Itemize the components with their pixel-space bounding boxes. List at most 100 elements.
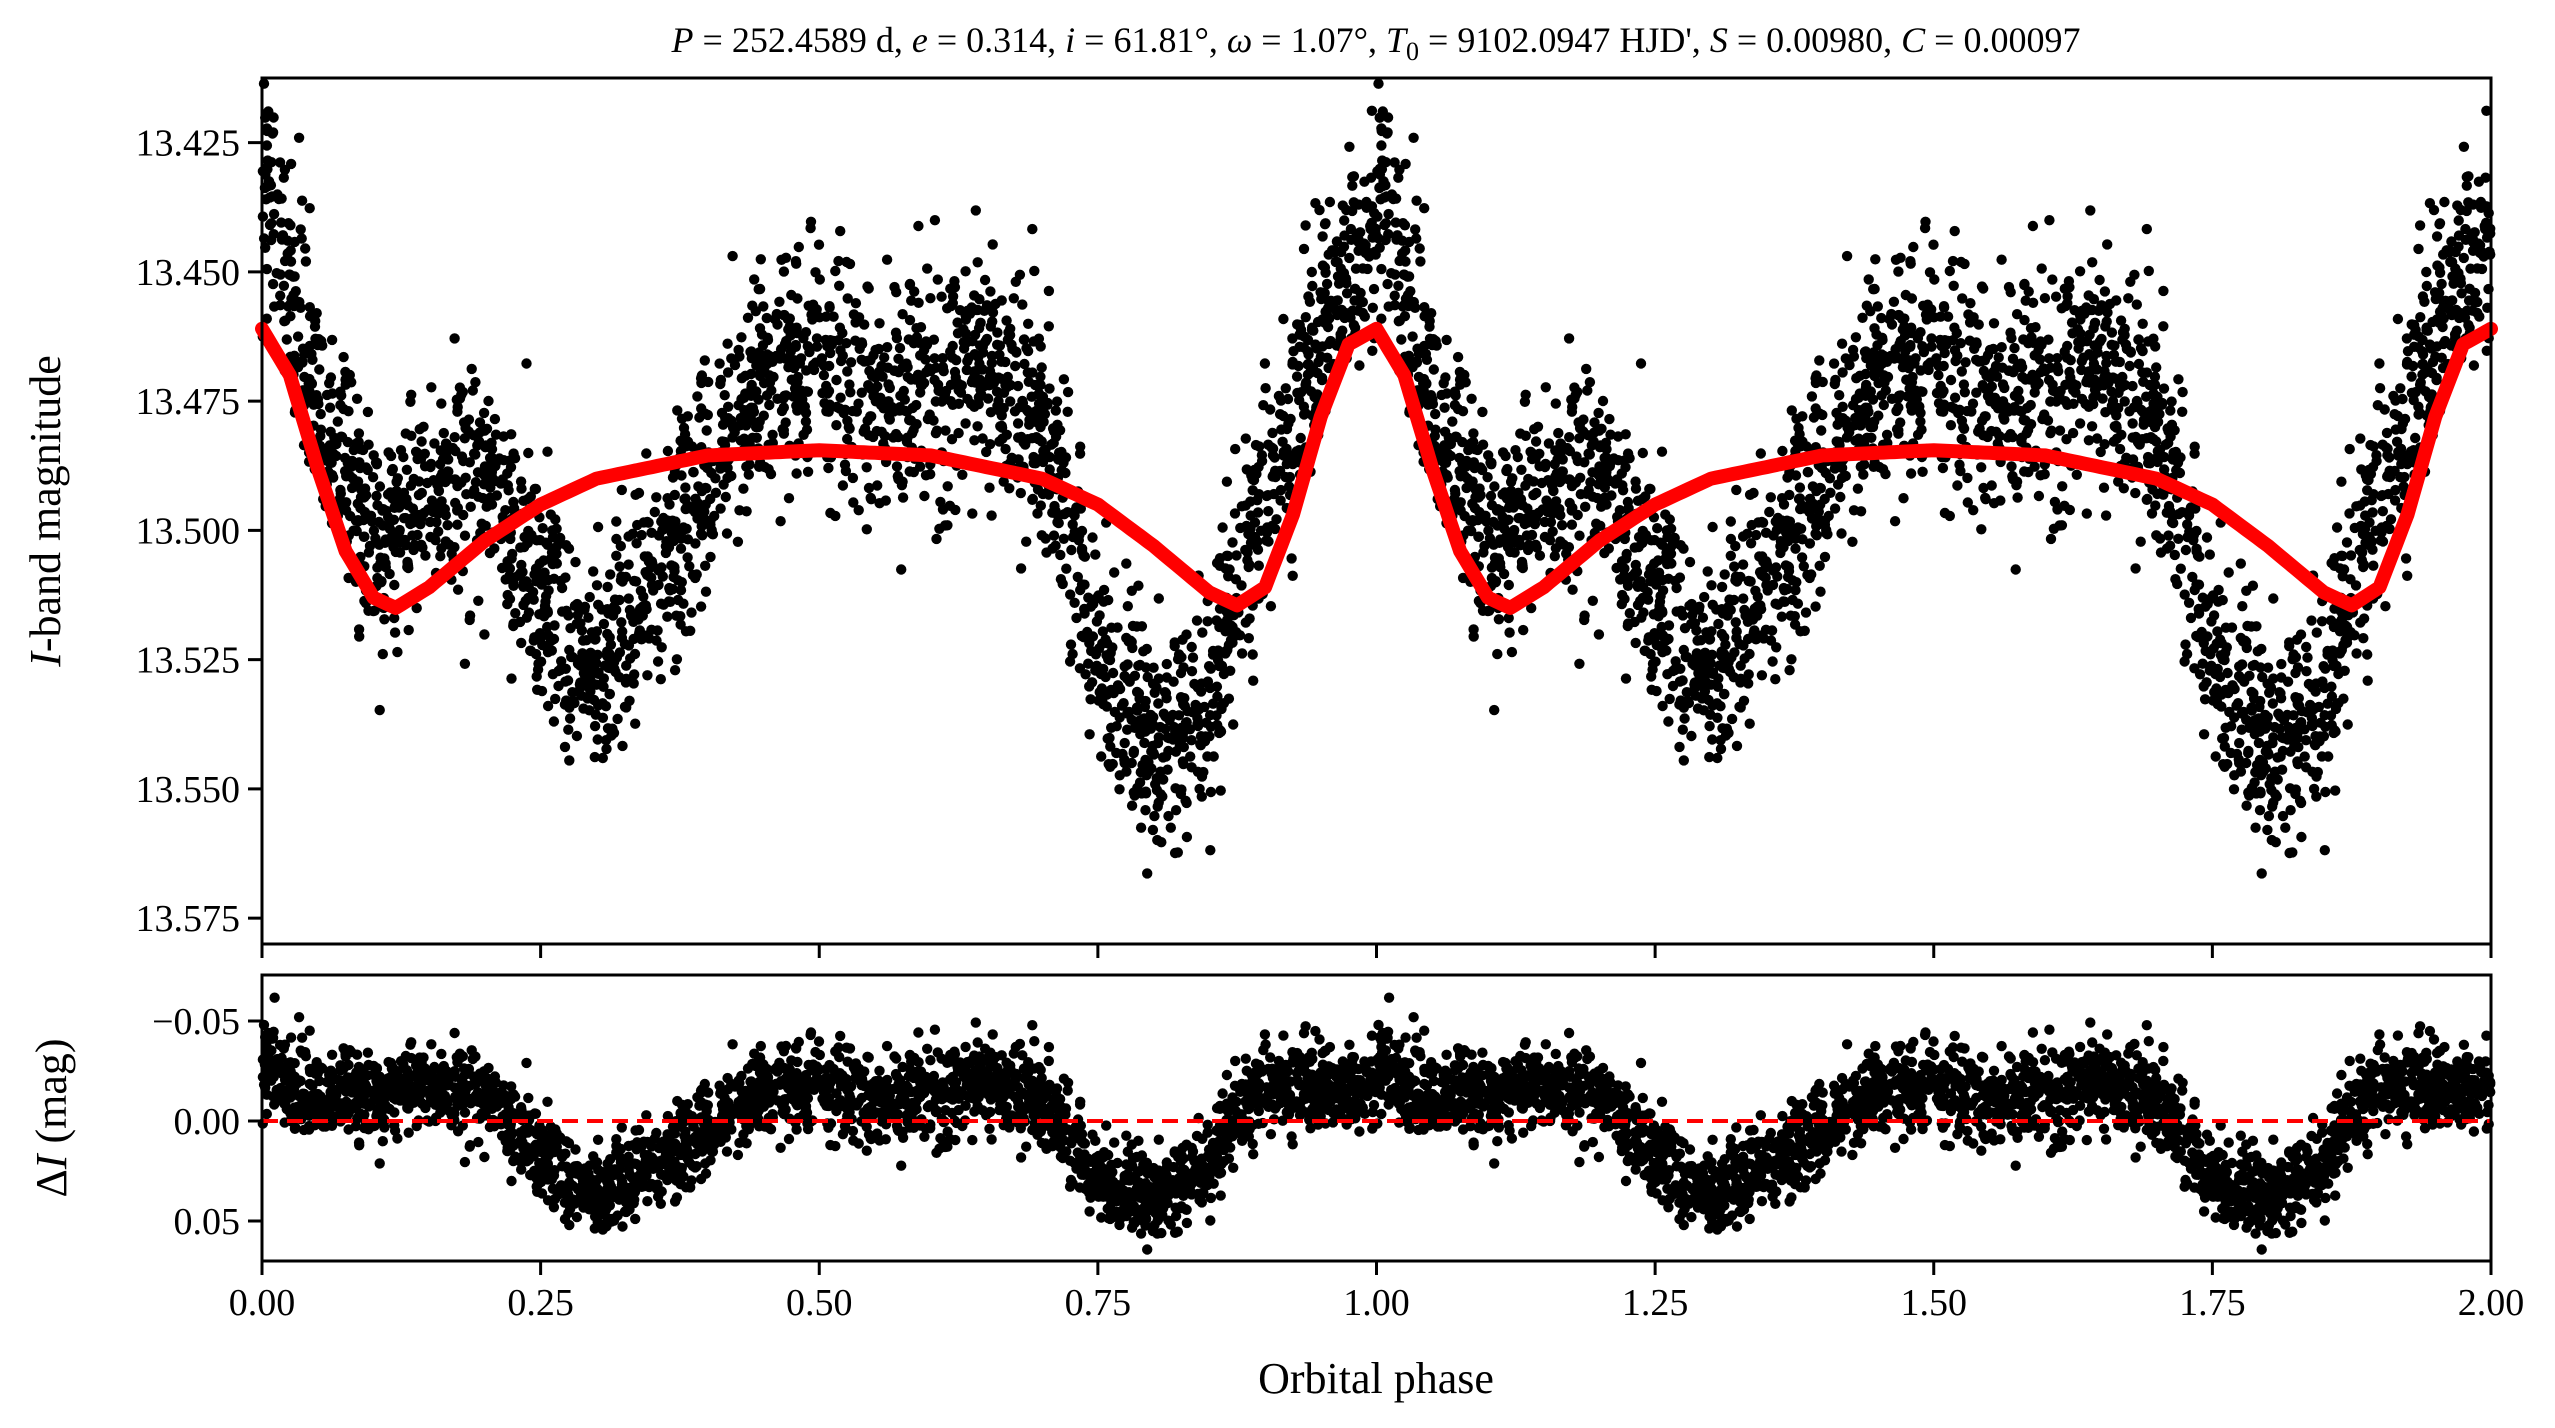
data-point (602, 581, 613, 593)
data-point (1306, 325, 1318, 336)
data-point (2344, 443, 2355, 455)
data-point (733, 344, 744, 356)
data-point (1493, 614, 1505, 625)
data-point (1525, 446, 1536, 457)
data-point (2165, 431, 2176, 442)
data-point (1963, 309, 1974, 320)
data-point (365, 510, 377, 521)
data-point (279, 164, 291, 175)
data-point (292, 331, 304, 342)
data-point (459, 658, 471, 669)
data-point (2229, 770, 2240, 781)
data-point (729, 427, 740, 438)
data-point (1566, 406, 1578, 417)
data-point (1035, 401, 1046, 412)
data-point (1678, 755, 1690, 766)
data-point (470, 477, 482, 488)
data-point (1863, 274, 1874, 285)
data-point (431, 516, 442, 528)
data-point (1933, 370, 1944, 381)
data-point (795, 353, 807, 364)
data-point (2311, 627, 2322, 638)
data-point (1420, 348, 1432, 360)
data-point (1587, 491, 1598, 502)
data-point (1319, 219, 1331, 230)
data-point (1169, 637, 1180, 648)
data-point (506, 429, 517, 440)
data-point (2222, 667, 2233, 679)
data-point (1452, 351, 1464, 363)
data-point (978, 381, 989, 392)
data-point (1956, 433, 1967, 445)
data-point (2282, 676, 2294, 687)
data-point (442, 520, 453, 531)
data-point (258, 78, 270, 89)
data-point (1994, 431, 2005, 442)
data-point (1553, 427, 1564, 439)
data-point (893, 367, 904, 378)
data-point (721, 528, 733, 539)
top-data-points (257, 78, 2496, 879)
data-point (754, 283, 766, 295)
data-point (1556, 520, 1568, 531)
data-point (937, 361, 949, 373)
data-point (2472, 263, 2483, 274)
data-point (1618, 570, 1630, 581)
data-point (2039, 469, 2050, 480)
data-point (1486, 459, 1497, 470)
data-point (1090, 549, 1101, 560)
data-point (2318, 661, 2329, 672)
data-point (2047, 274, 2058, 285)
data-point (1664, 693, 1675, 705)
data-point (1604, 413, 1615, 425)
data-point (925, 469, 936, 480)
data-point (306, 348, 317, 360)
data-point (1978, 482, 1989, 494)
data-point (2256, 868, 2267, 879)
data-point (2374, 383, 2386, 394)
data-point (1889, 516, 1901, 527)
data-point (2083, 401, 2094, 412)
data-point (324, 378, 335, 389)
data-point (1584, 377, 1596, 388)
data-point (656, 642, 667, 653)
data-point (1373, 78, 1384, 89)
data-point (1571, 451, 1582, 462)
data-point (814, 274, 825, 285)
data-point (715, 503, 726, 514)
data-point (1240, 500, 1251, 511)
data-point (1080, 669, 1091, 680)
data-point (1678, 702, 1690, 713)
data-point (2179, 656, 2190, 667)
data-point (2266, 834, 2277, 846)
data-point (1790, 585, 1801, 596)
data-point (1804, 493, 1816, 504)
data-point (1468, 428, 1479, 439)
data-point (545, 509, 556, 520)
data-point (2074, 266, 2086, 277)
data-point (872, 381, 883, 392)
data-point (394, 537, 405, 548)
data-point (304, 203, 315, 214)
data-point (1128, 787, 1140, 798)
data-point (1877, 464, 1889, 475)
data-point (755, 254, 766, 265)
data-point (605, 569, 616, 580)
data-point (1566, 519, 1578, 530)
data-point (425, 461, 436, 473)
data-point (658, 599, 669, 610)
data-point (969, 401, 980, 412)
data-point (2154, 533, 2166, 544)
data-point (2062, 340, 2073, 352)
data-point (1383, 301, 1394, 312)
data-point (452, 502, 463, 514)
data-point (1052, 419, 1063, 430)
data-point (682, 411, 693, 422)
data-point (2144, 379, 2155, 391)
data-point (2067, 427, 2079, 439)
data-point (1917, 386, 1928, 397)
data-point (1656, 643, 1667, 654)
data-point (1135, 822, 1147, 833)
data-point (2234, 737, 2245, 749)
data-point (1027, 494, 1038, 505)
